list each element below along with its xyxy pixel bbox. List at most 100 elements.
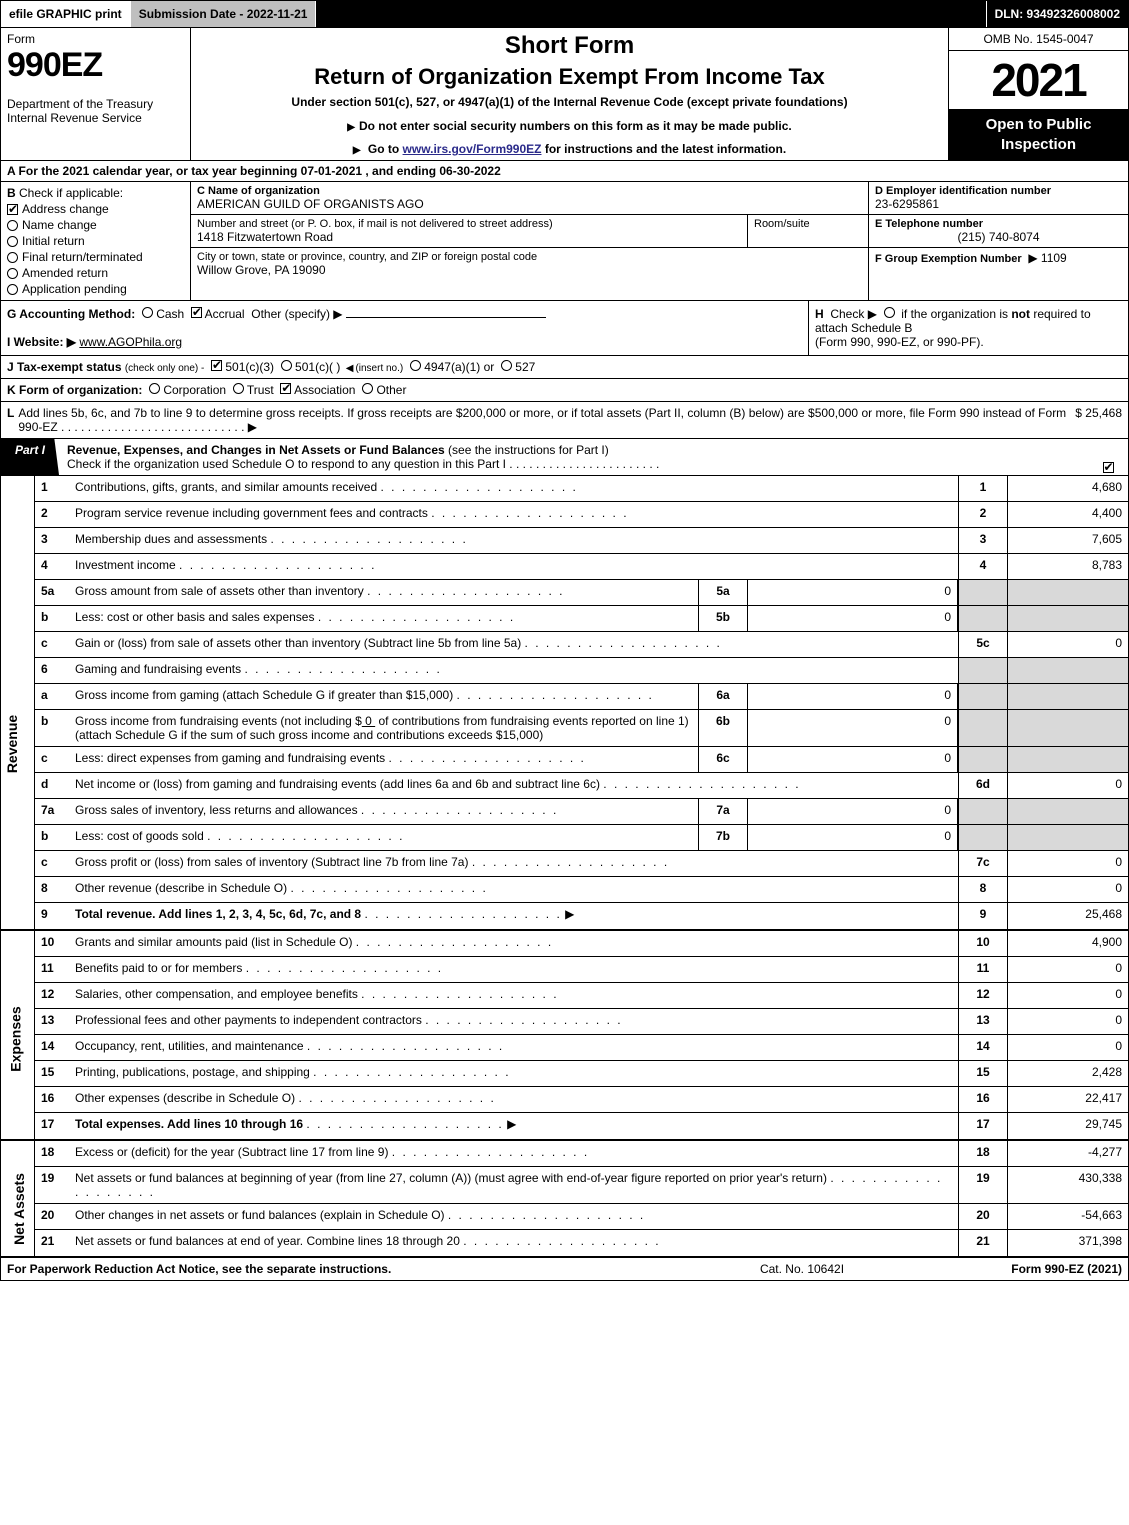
r-val: 0 [1008,632,1128,657]
chk-label: Name change [22,218,97,232]
r-num: 11 [958,957,1008,982]
checkbox-icon[interactable] [7,284,18,295]
r-num: 20 [958,1204,1008,1229]
line-num: 19 [35,1167,75,1203]
chk-name-change[interactable]: Name change [7,218,184,232]
chk-other[interactable] [362,383,373,394]
checkbox-icon[interactable] [1103,462,1114,473]
r-val: 430,338 [1008,1167,1128,1203]
line-desc: Benefits paid to or for members [75,957,958,982]
line-16: 16 Other expenses (describe in Schedule … [35,1087,1128,1113]
h-checkbox[interactable] [884,307,895,318]
line-num: b [35,825,75,850]
chk-label: Initial return [22,234,85,248]
j-501c: 501(c)( ) [295,360,340,374]
mid-num: 7a [698,799,748,824]
checkbox-icon[interactable] [7,220,18,231]
r-val: 2,428 [1008,1061,1128,1086]
line-desc: Net income or (loss) from gaming and fun… [75,773,958,798]
checkbox-icon[interactable] [7,252,18,263]
line-num: d [35,773,75,798]
line-num: 17 [35,1113,75,1139]
box-c: C Name of organization AMERICAN GUILD OF… [191,182,868,300]
r-num [958,580,1008,605]
chk-amended-return[interactable]: Amended return [7,266,184,280]
l-label: L [7,406,14,420]
chk-label: Final return/terminated [22,250,143,264]
chk-501c[interactable] [281,360,292,371]
row-j: J Tax-exempt status (check only one) - 5… [1,355,1128,378]
line-num: c [35,851,75,876]
line-9: 9 Total revenue. Add lines 1, 2, 3, 4, 5… [35,903,1128,929]
chk-527[interactable] [501,360,512,371]
r-val: 8,783 [1008,554,1128,579]
chk-corp[interactable] [149,383,160,394]
addr-row: Number and street (or P. O. box, if mail… [191,215,868,248]
r-val [1008,825,1128,850]
chk-final-return[interactable]: Final return/terminated [7,250,184,264]
line-num: 15 [35,1061,75,1086]
chk-application-pending[interactable]: Application pending [7,282,184,296]
expenses-label: Expenses [8,1006,24,1071]
website-link[interactable]: www.AGOPhila.org [79,335,182,349]
line-desc: Net assets or fund balances at end of ye… [75,1230,958,1256]
chk-initial-return[interactable]: Initial return [7,234,184,248]
checkbox-icon[interactable] [7,236,18,247]
r-num: 19 [958,1167,1008,1203]
line-desc: Gross income from gaming (attach Schedul… [75,684,698,709]
chk-address-change[interactable]: Address change [7,202,184,216]
r-val: 0 [1008,983,1128,1008]
line-a: A For the 2021 calendar year, or tax yea… [1,160,1128,181]
chk-label: Application pending [22,282,127,296]
r-num [958,747,1008,772]
chk-4947[interactable] [410,360,421,371]
line-20: 20 Other changes in net assets or fund b… [35,1204,1128,1230]
r-num: 8 [958,877,1008,902]
checkbox-icon[interactable] [7,204,18,215]
r-num [958,658,1008,683]
chk-501c3[interactable] [211,360,222,371]
r-num: 13 [958,1009,1008,1034]
expenses-side-label: Expenses [1,931,35,1139]
line-5b: b Less: cost or other basis and sales ex… [35,606,1128,632]
irs-label: Internal Revenue Service [7,111,142,125]
part1-checkbox[interactable] [1088,439,1128,475]
mid-num: 7b [698,825,748,850]
irs-link[interactable]: www.irs.gov/Form990EZ [403,142,542,156]
line-num: c [35,747,75,772]
mid-num: 6a [698,684,748,709]
checkbox-icon[interactable] [7,268,18,279]
radio-cash[interactable] [142,307,153,318]
part1-sub-text: Check if the organization used Schedule … [67,457,506,471]
line-desc: Other changes in net assets or fund bala… [75,1204,958,1229]
mid-val: 0 [748,825,958,850]
goto-post: for instructions and the latest informat… [541,142,786,156]
footer-left: For Paperwork Reduction Act Notice, see … [7,1262,682,1276]
g-other-blank[interactable] [346,317,546,318]
k-trust: Trust [247,383,274,397]
chk-trust[interactable] [233,383,244,394]
chk-assoc[interactable] [280,383,291,394]
r-val: 0 [1008,1035,1128,1060]
dept-treasury: Department of the Treasury Internal Reve… [7,97,184,125]
r-num: 15 [958,1061,1008,1086]
revenue-side-label: Revenue [1,476,35,929]
line-desc: Excess or (deficit) for the year (Subtra… [75,1141,958,1166]
line-desc: Total revenue. Add lines 1, 2, 3, 4, 5c,… [75,903,958,929]
mid-val: 0 [748,684,958,709]
chk-label: Amended return [22,266,108,280]
header-right: OMB No. 1545-0047 2021 Open to Public In… [948,28,1128,160]
line-num: 21 [35,1230,75,1256]
room-suite-label: Room/suite [754,218,862,230]
dept-label: Department of the Treasury [7,97,153,111]
line-num: 4 [35,554,75,579]
line-7b: b Less: cost of goods sold 7b0 [35,825,1128,851]
group-exemption-value: 1109 [1041,251,1067,265]
r-val: 0 [1008,877,1128,902]
line-desc: Program service revenue including govern… [75,502,958,527]
part1-tab: Part I [1,439,59,475]
efile-print-cell[interactable]: efile GRAPHIC print [1,1,131,27]
box-f: F Group Exemption Number ▶ 1109 [869,248,1128,300]
r-num: 18 [958,1141,1008,1166]
radio-accrual[interactable] [191,307,202,318]
